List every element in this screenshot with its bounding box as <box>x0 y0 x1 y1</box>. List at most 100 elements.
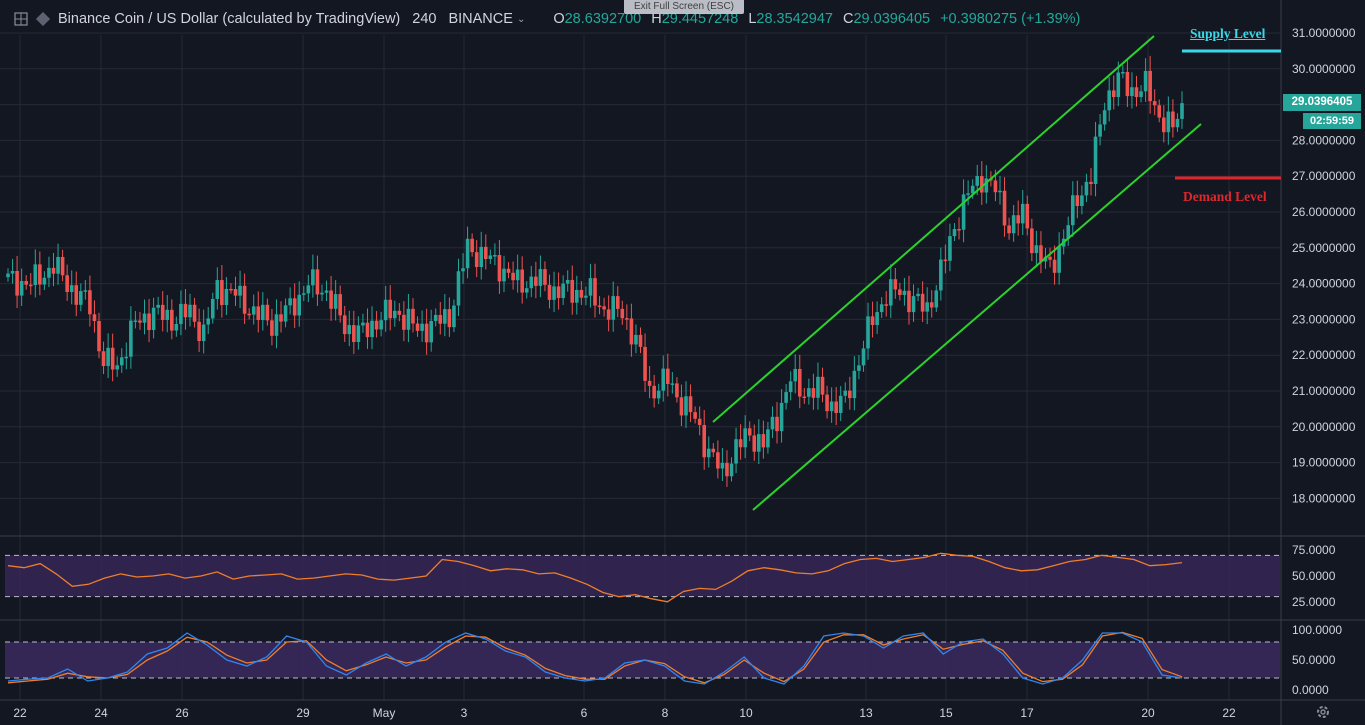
expand-icon[interactable] <box>14 12 28 26</box>
candle-body <box>866 316 870 349</box>
candle-body <box>834 401 838 413</box>
candle-body <box>119 357 124 366</box>
candle-body <box>47 267 51 278</box>
candle-body <box>761 434 766 448</box>
candle-body <box>948 236 952 261</box>
candle-body <box>679 397 684 416</box>
price-axis[interactable]: 31.000000030.000000029.000000028.0000000… <box>1292 26 1356 505</box>
candle-body <box>961 194 966 230</box>
candle-body <box>620 308 625 319</box>
candle-series[interactable] <box>6 55 1184 487</box>
candle-body <box>83 290 88 292</box>
candle-body <box>174 323 179 331</box>
candle-body <box>1098 124 1102 137</box>
time-tick-label: 6 <box>581 706 588 720</box>
rsi-tick-label: 25.0000 <box>1292 595 1336 609</box>
candle-body <box>911 296 916 313</box>
low-label: L <box>748 11 757 27</box>
candle-body <box>192 304 197 322</box>
candle-body <box>1121 71 1125 74</box>
rsi-tick-label: 75.0000 <box>1292 543 1336 557</box>
candle-body <box>106 347 110 367</box>
candle-body <box>74 285 79 305</box>
supply-level-label: Supply Level <box>1190 26 1266 41</box>
candle-body <box>574 289 579 303</box>
price-tick-label: 28.0000000 <box>1292 133 1356 147</box>
candle-body <box>602 306 606 310</box>
candle-body <box>615 296 620 309</box>
candle-body <box>711 448 716 453</box>
candle-body <box>1171 111 1175 128</box>
candle-body <box>588 278 593 296</box>
candle-body <box>593 278 597 306</box>
candle-body <box>224 288 229 306</box>
open-value: 28.6392700 <box>564 11 642 27</box>
bar-countdown-badge: 02:59:59 <box>1303 113 1361 129</box>
candle-body <box>438 314 443 324</box>
candle-body <box>1143 70 1148 92</box>
candle-body <box>570 279 575 303</box>
candle-body <box>229 288 233 291</box>
candle-body <box>1020 203 1025 224</box>
high-label: H <box>651 11 662 27</box>
chevron-down-icon[interactable]: ⌄ <box>516 13 526 25</box>
close-value: 29.0396405 <box>853 11 931 27</box>
candle-body <box>247 313 251 316</box>
candle-body <box>406 308 411 330</box>
candle-body <box>347 325 352 335</box>
channel-upper-line <box>712 35 1155 423</box>
interval-label[interactable]: 240 <box>412 11 437 27</box>
candle-body <box>79 291 83 305</box>
time-axis[interactable]: 22 24 26 29 May 3 6 8 10 13 15 17 20 22 <box>13 706 1236 720</box>
candle-body <box>1016 215 1020 224</box>
candle-body <box>392 310 397 319</box>
candle-body <box>738 439 743 448</box>
candle-body <box>816 376 820 398</box>
candle-body <box>397 310 402 315</box>
candle-body <box>388 299 393 319</box>
candle-body <box>852 370 857 399</box>
candle-body <box>97 321 101 352</box>
candle-body <box>238 285 242 296</box>
candle-body <box>975 176 980 186</box>
gear-icon[interactable] <box>1314 703 1332 721</box>
candle-body <box>329 290 333 309</box>
candle-body <box>1070 195 1075 226</box>
candle-body <box>452 305 456 328</box>
candle-body <box>10 270 15 274</box>
time-tick-label: 8 <box>662 706 669 720</box>
candle-body <box>1030 228 1034 254</box>
chart-legend-header: Binance Coin / US Dollar (calculated by … <box>14 8 1090 30</box>
candle-body <box>443 309 447 324</box>
candle-body <box>1025 203 1030 229</box>
candle-body <box>342 315 347 335</box>
rsi-pane: 75.0000 50.0000 25.0000 <box>5 543 1336 609</box>
candle-body <box>333 294 338 309</box>
time-tick-label: 20 <box>1141 706 1155 720</box>
candle-body <box>365 322 370 338</box>
candle-body <box>315 269 320 295</box>
change-value: +0.3980275 (+1.39%) <box>940 11 1081 27</box>
candle-body <box>1075 195 1080 207</box>
candle-body <box>1002 190 1007 226</box>
symbol-name[interactable]: Binance Coin / US Dollar (calculated by … <box>58 11 401 27</box>
time-tick-label: 26 <box>175 706 189 720</box>
candle-body <box>661 368 666 391</box>
candle-body <box>666 368 670 384</box>
candle-body <box>370 320 374 338</box>
candle-body <box>65 275 69 292</box>
candle-body <box>279 314 283 322</box>
exit-fullscreen-tooltip[interactable]: Exit Full Screen (ESC) <box>624 0 744 14</box>
candle-body <box>256 306 261 320</box>
candle-body <box>33 264 38 285</box>
candle-body <box>188 304 192 318</box>
candle-body <box>606 309 611 320</box>
candle-body <box>934 290 939 308</box>
candle-body <box>848 390 852 399</box>
candle-body <box>306 285 311 294</box>
candle-body <box>898 289 902 295</box>
candle-body <box>870 316 875 326</box>
price-tick-label: 23.0000000 <box>1292 312 1356 326</box>
candle-body <box>802 396 807 399</box>
